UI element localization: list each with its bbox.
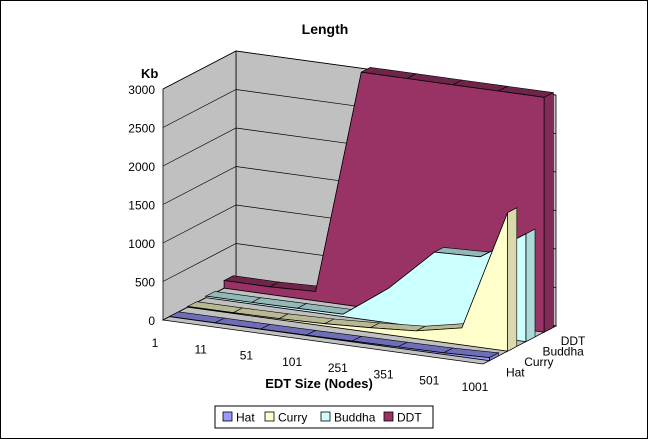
chart-title: Length	[302, 21, 349, 37]
y-tick-label: 0	[148, 314, 155, 328]
x-tick-label: 1001	[462, 380, 489, 394]
x-tick-label: 501	[419, 374, 439, 388]
legend-item: Buddha	[320, 411, 376, 425]
area-end-cap	[543, 92, 554, 333]
y-tick-label: 2000	[128, 160, 155, 174]
legend-label: Hat	[236, 411, 255, 425]
y-tick-label: 2500	[128, 122, 155, 136]
legend-label: Curry	[278, 411, 307, 425]
y-tick-label: 1000	[128, 237, 155, 251]
x-axis-title: EDT Size (Nodes)	[265, 376, 373, 391]
area-front-face	[187, 212, 509, 352]
legend-swatch	[264, 411, 275, 422]
x-tick-label: 251	[328, 361, 348, 375]
y-axis-title: Kb	[141, 66, 158, 81]
legend-swatch	[383, 411, 394, 422]
legend-label: DDT	[397, 411, 422, 425]
y-tick-label: 500	[135, 276, 155, 290]
legend-label: Buddha	[334, 411, 376, 425]
series-curry	[186, 207, 518, 352]
y-tick-label: 3000	[128, 83, 155, 97]
depth-tick-label: Curry	[524, 355, 553, 369]
x-tick-label: 11	[194, 342, 207, 356]
legend-item: Curry	[264, 411, 307, 425]
area-end-cap	[525, 228, 536, 343]
area-end-cap	[507, 207, 518, 352]
legend-item: DDT	[383, 411, 422, 425]
area-front-face	[168, 316, 490, 362]
legend: Hat Curry Buddha DDT	[214, 405, 434, 429]
x-tick-label: 51	[240, 349, 254, 363]
x-tick-label: 1	[152, 336, 159, 350]
depth-tick-label: Buddha	[542, 344, 584, 358]
depth-tick-label: DDT	[561, 334, 586, 348]
area-front-face	[205, 233, 527, 343]
legend-item: Hat	[222, 411, 255, 425]
series-layer	[168, 66, 555, 362]
series-hat	[168, 311, 500, 362]
y-tick-label: 1500	[128, 199, 155, 213]
legend-swatch	[222, 411, 233, 422]
depth-tick-label: Hat	[506, 365, 525, 379]
legend-swatch	[320, 411, 331, 422]
x-tick-label: 101	[282, 355, 302, 369]
x-tick-label: 351	[374, 367, 394, 381]
